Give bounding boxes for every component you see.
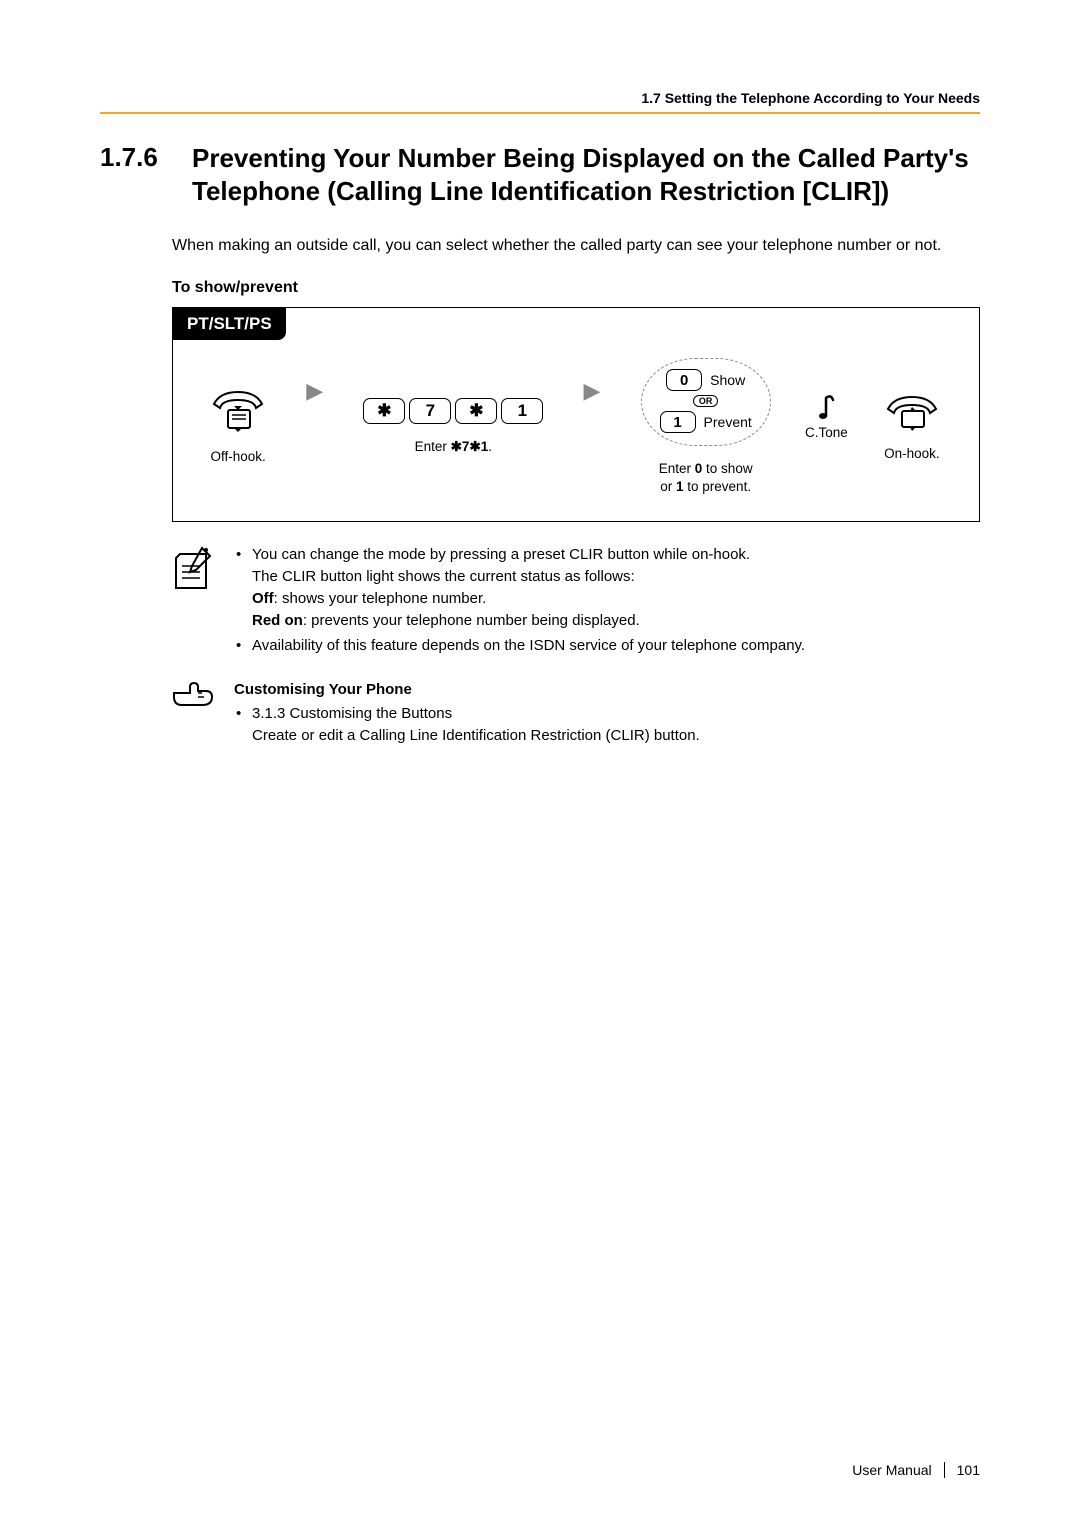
enter-code-caption: Enter ✱7✱1.: [415, 438, 492, 456]
key-star: ✱: [363, 398, 405, 424]
label-show: Show: [710, 372, 745, 388]
device-tab: PT/SLT/PS: [173, 308, 286, 340]
key-7: 7: [409, 398, 451, 424]
hand-point-icon: [172, 679, 216, 709]
section-title: Preventing Your Number Being Displayed o…: [192, 142, 980, 207]
section-number: 1.7.6: [100, 142, 172, 207]
subheading: To show/prevent: [172, 279, 980, 297]
note1-bullet1: You can change the mode by pressing a pr…: [252, 544, 805, 631]
ctone-caption: C.Tone: [805, 424, 848, 442]
tone-icon: [813, 390, 839, 420]
notepad-icon: [172, 544, 216, 594]
or-label: OR: [693, 395, 719, 407]
key-0: 0: [666, 369, 702, 391]
key-1: 1: [660, 411, 696, 433]
footer-doc: User Manual: [852, 1462, 931, 1478]
label-prevent: Prevent: [704, 414, 752, 430]
step-option: 0 Show OR 1 Prevent Enter 0 to show or 1…: [641, 358, 771, 495]
note-block-1: You can change the mode by pressing a pr…: [172, 544, 980, 661]
header-rule: [100, 112, 980, 114]
note-block-2: Customising Your Phone 3.1.3 Customising…: [172, 679, 980, 750]
note2-bullet: 3.1.3 Customising the Buttons Create or …: [252, 703, 700, 747]
key-star: ✱: [455, 398, 497, 424]
offhook-caption: Off-hook.: [210, 448, 265, 466]
phone-onhook-icon: [882, 391, 942, 431]
step-onhook: On-hook.: [882, 391, 942, 463]
onhook-caption: On-hook.: [884, 445, 940, 463]
breadcrumb: 1.7 Setting the Telephone According to Y…: [100, 90, 980, 106]
option-caption: Enter 0 to show or 1 to prevent.: [659, 460, 753, 495]
step-offhook: Off-hook.: [210, 388, 266, 466]
arrow-icon: ▶: [306, 378, 323, 404]
intro-text: When making an outside call, you can sel…: [172, 235, 980, 257]
customise-heading: Customising Your Phone: [234, 679, 700, 701]
note1-bullet2: Availability of this feature depends on …: [252, 635, 805, 657]
footer-page: 101: [957, 1462, 980, 1478]
section-heading: 1.7.6 Preventing Your Number Being Displ…: [100, 142, 980, 207]
arrow-icon: ▶: [583, 378, 600, 404]
step-enter-code: ✱ 7 ✱ 1 Enter ✱7✱1.: [363, 398, 543, 456]
key-1: 1: [501, 398, 543, 424]
step-ctone: C.Tone: [805, 390, 848, 464]
page-footer: User Manual 101: [852, 1462, 980, 1478]
procedure-diagram: PT/SLT/PS Off-hook. ▶: [172, 307, 980, 522]
phone-offhook-icon: [210, 388, 266, 434]
